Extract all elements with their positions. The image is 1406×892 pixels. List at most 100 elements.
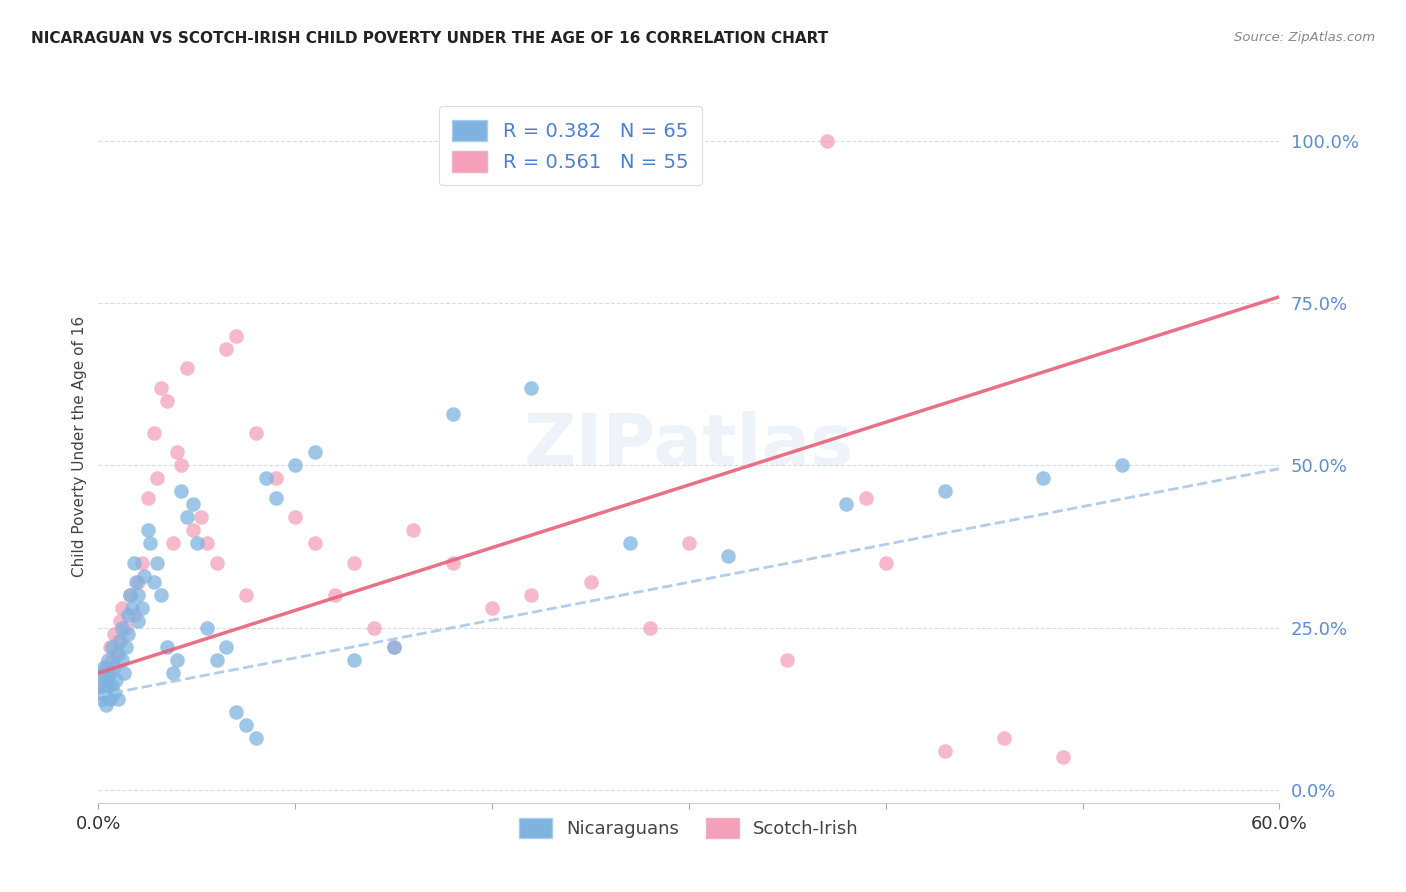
Point [235, 588, 257, 602]
Point [96, 673, 118, 687]
Point [717, 549, 740, 564]
Point [441, 407, 464, 421]
Point [875, 556, 897, 570]
Point [103, 685, 125, 699]
Point [176, 510, 198, 524]
Point [111, 653, 134, 667]
Point [93, 659, 115, 673]
Point [441, 556, 464, 570]
Point [190, 510, 212, 524]
Point [108, 633, 131, 648]
Text: Source: ZipAtlas.com: Source: ZipAtlas.com [1234, 31, 1375, 45]
Point [815, 134, 838, 148]
Point [343, 653, 366, 667]
Point [97, 653, 120, 667]
Point [107, 633, 129, 648]
Point [111, 621, 134, 635]
Point [93, 685, 115, 699]
Point [382, 640, 405, 654]
Point [93, 679, 115, 693]
Text: NICARAGUAN VS SCOTCH-IRISH CHILD POVERTY UNDER THE AGE OF 16 CORRELATION CHART: NICARAGUAN VS SCOTCH-IRISH CHILD POVERTY… [31, 31, 828, 46]
Point [111, 601, 134, 615]
Point [855, 491, 877, 505]
Point [97, 679, 120, 693]
Point [166, 653, 188, 667]
Point [195, 536, 218, 550]
Point [115, 621, 138, 635]
Point [101, 640, 124, 654]
Point [146, 471, 169, 485]
Point [304, 536, 326, 550]
Point [323, 588, 346, 602]
Point [131, 556, 153, 570]
Point [118, 588, 141, 602]
Point [97, 666, 120, 681]
Point [181, 524, 204, 538]
Point [96, 659, 118, 673]
Point [127, 588, 149, 602]
Point [150, 588, 173, 602]
Legend: Nicaraguans, Scotch-Irish: Nicaraguans, Scotch-Irish [510, 809, 868, 847]
Point [235, 718, 257, 732]
Point [205, 653, 228, 667]
Point [98, 692, 121, 706]
Point [1032, 471, 1054, 485]
Point [105, 647, 128, 661]
Y-axis label: Child Poverty Under the Age of 16: Child Poverty Under the Age of 16 [72, 316, 87, 576]
Point [156, 393, 179, 408]
Point [520, 381, 543, 395]
Point [156, 640, 179, 654]
Point [481, 601, 503, 615]
Point [264, 491, 287, 505]
Point [170, 484, 193, 499]
Point [108, 614, 131, 628]
Point [402, 524, 425, 538]
Point [254, 471, 277, 485]
Point [117, 627, 139, 641]
Point [127, 575, 149, 590]
Point [105, 673, 128, 687]
Point [89, 685, 111, 699]
Point [638, 621, 661, 635]
Point [118, 588, 141, 602]
Point [103, 627, 125, 641]
Point [98, 640, 121, 654]
Point [195, 621, 218, 635]
Point [225, 328, 247, 343]
Point [127, 614, 149, 628]
Text: ZIPatlas: ZIPatlas [524, 411, 853, 481]
Point [835, 497, 858, 511]
Point [215, 640, 238, 654]
Point [122, 607, 145, 622]
Point [138, 536, 160, 550]
Point [107, 647, 129, 661]
Point [101, 653, 124, 667]
Point [1052, 750, 1074, 764]
Point [150, 381, 173, 395]
Point [343, 556, 366, 570]
Point [132, 568, 155, 582]
Point [101, 679, 124, 693]
Point [934, 484, 956, 499]
Point [993, 731, 1015, 745]
Point [122, 556, 145, 570]
Point [245, 425, 267, 440]
Point [215, 342, 238, 356]
Point [136, 524, 159, 538]
Point [284, 510, 307, 524]
Point [142, 425, 165, 440]
Point [98, 666, 121, 681]
Point [170, 458, 193, 473]
Point [103, 659, 125, 673]
Point [205, 556, 228, 570]
Point [91, 692, 114, 706]
Point [115, 640, 138, 654]
Point [162, 536, 184, 550]
Point [131, 601, 153, 615]
Point [186, 536, 208, 550]
Point [176, 361, 198, 376]
Point [619, 536, 641, 550]
Point [166, 445, 188, 459]
Point [579, 575, 602, 590]
Point [117, 607, 139, 622]
